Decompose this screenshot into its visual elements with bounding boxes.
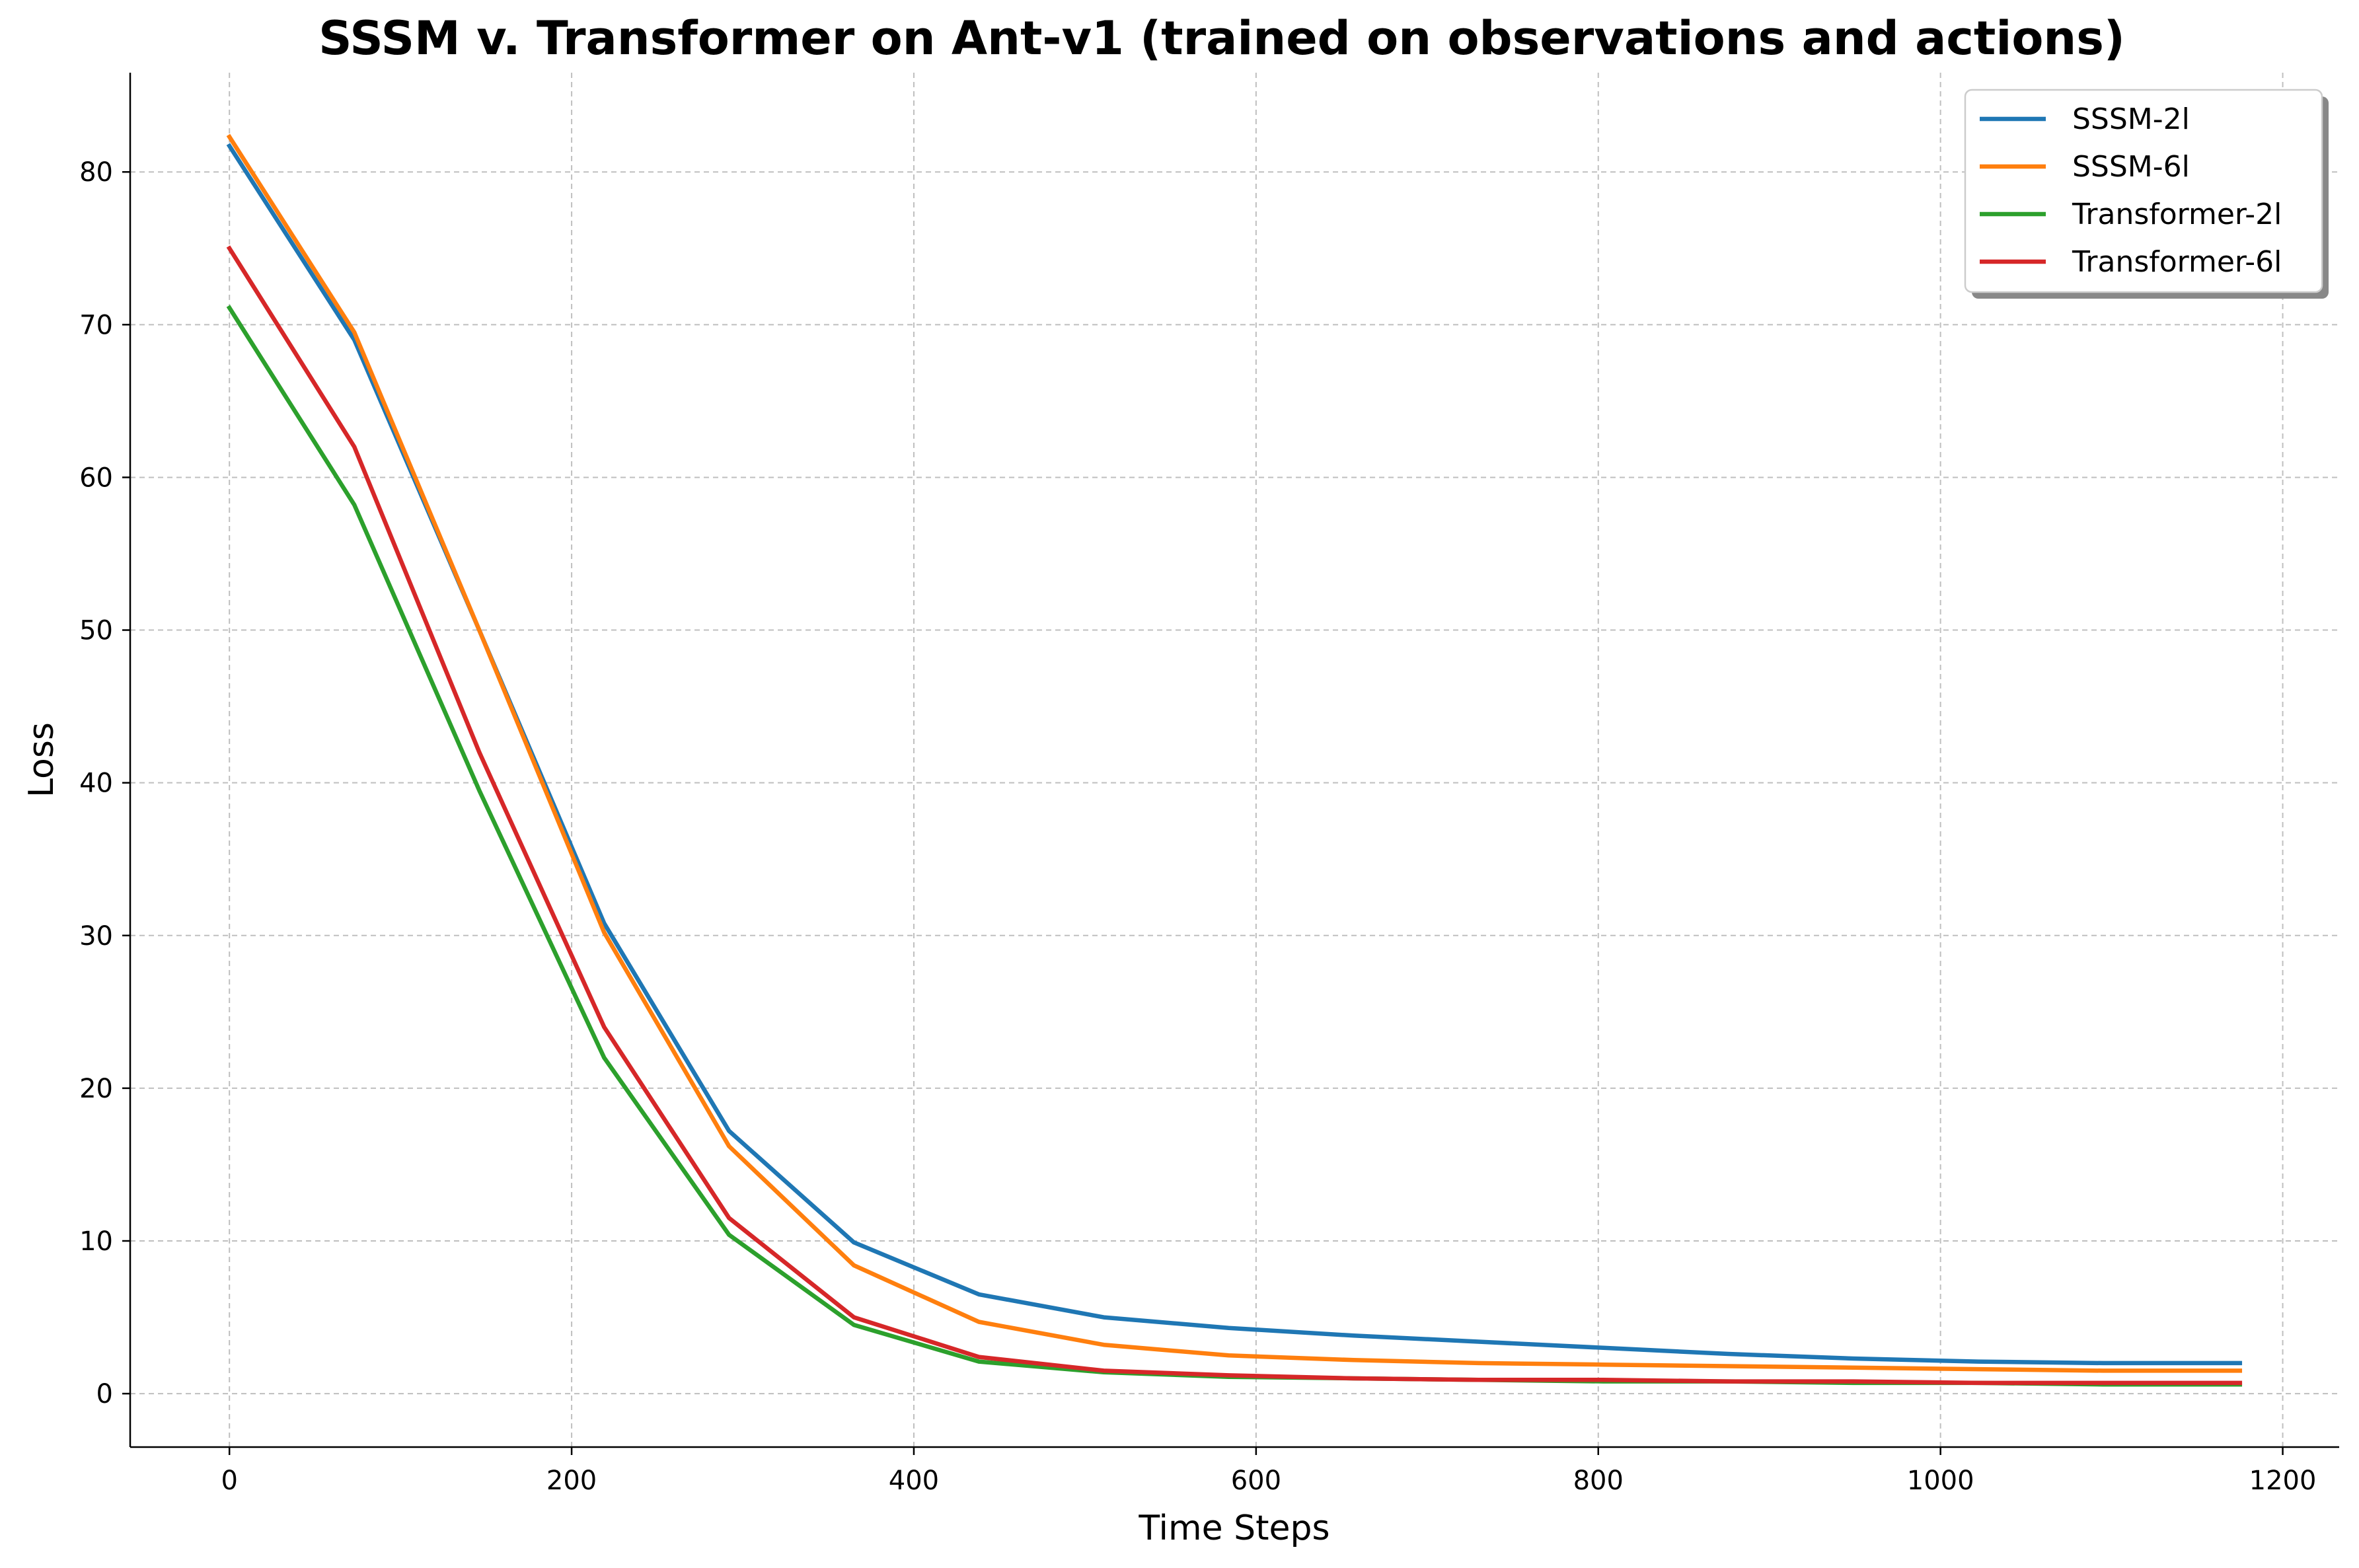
x-tick-label: 1200 [2249, 1466, 2317, 1496]
y-tick-label: 80 [79, 157, 113, 188]
y-axis-label: Loss [22, 722, 61, 798]
series-line-transformer-6l [226, 245, 2243, 1386]
y-tick-label: 60 [79, 463, 113, 493]
axes-spines [129, 73, 2339, 1448]
legend-box [1964, 89, 2323, 293]
series-line-sssm-6l [226, 133, 2243, 1373]
legend-items: SSSM-2l SSSM-6l Transformer-2l Transformer-… [1980, 102, 2282, 279]
legend-label-transformer-2l: Transformer-2l [2072, 198, 2282, 231]
y-tick-label: 50 [79, 616, 113, 646]
y-tick-label: 40 [79, 768, 113, 799]
x-tick-label: 400 [889, 1466, 939, 1496]
y-tick-label: 0 [96, 1379, 113, 1409]
y-tick-label: 20 [79, 1074, 113, 1104]
series-line-sssm-2l [226, 143, 2243, 1366]
y-ticks: 0 10 20 30 40 50 60 70 80 [79, 157, 130, 1409]
chart-title: SSSM v. Transformer on Ant-v1 (trained o… [318, 11, 2125, 65]
y-tick-label: 30 [79, 921, 113, 952]
legend-label-sssm-6l: SSSM-6l [2072, 150, 2190, 184]
series-layer [226, 133, 2243, 1387]
x-tick-label: 800 [1573, 1466, 1624, 1496]
legend-label-transformer-6l: Transformer-6l [2072, 245, 2282, 279]
legend-label-sssm-2l: SSSM-2l [2072, 102, 2190, 136]
y-tick-label: 70 [79, 310, 113, 340]
x-axis-label: Time Steps [1138, 1509, 1329, 1548]
legend: SSSM-2l SSSM-6l Transformer-2l Transformer-… [1964, 89, 2329, 299]
x-tick-label: 0 [221, 1466, 237, 1496]
x-tick-label: 600 [1231, 1466, 1281, 1496]
y-tick-label: 10 [79, 1226, 113, 1257]
grid-lines [130, 73, 2339, 1447]
x-ticks: 0 200 400 600 800 1000 1200 [221, 1447, 2316, 1496]
x-tick-label: 1000 [1907, 1466, 1974, 1496]
x-tick-label: 200 [546, 1466, 597, 1496]
